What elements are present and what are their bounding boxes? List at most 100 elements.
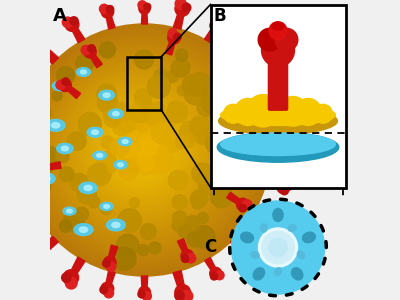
- Circle shape: [0, 187, 4, 198]
- Circle shape: [113, 247, 136, 270]
- Circle shape: [84, 46, 96, 58]
- Circle shape: [210, 19, 223, 32]
- Circle shape: [156, 154, 166, 164]
- Circle shape: [175, 0, 186, 9]
- Circle shape: [77, 185, 96, 204]
- Circle shape: [30, 176, 51, 197]
- Circle shape: [212, 66, 231, 85]
- Circle shape: [62, 17, 73, 27]
- Circle shape: [142, 292, 151, 300]
- Circle shape: [247, 94, 279, 127]
- Circle shape: [42, 49, 244, 250]
- Ellipse shape: [103, 93, 110, 98]
- Ellipse shape: [221, 133, 335, 155]
- Polygon shape: [141, 276, 148, 287]
- Circle shape: [166, 102, 188, 123]
- Circle shape: [175, 2, 190, 16]
- Circle shape: [102, 260, 110, 267]
- Circle shape: [90, 98, 191, 198]
- Circle shape: [232, 169, 242, 178]
- Circle shape: [62, 273, 71, 282]
- Circle shape: [65, 277, 77, 289]
- Circle shape: [146, 142, 159, 155]
- Circle shape: [139, 3, 150, 14]
- Circle shape: [89, 164, 111, 186]
- Circle shape: [112, 119, 168, 176]
- Circle shape: [35, 153, 56, 173]
- Ellipse shape: [92, 130, 98, 134]
- Polygon shape: [42, 48, 58, 64]
- Circle shape: [283, 103, 294, 114]
- Circle shape: [96, 103, 185, 192]
- Circle shape: [97, 84, 116, 103]
- Circle shape: [141, 164, 152, 175]
- Circle shape: [199, 177, 215, 194]
- Ellipse shape: [76, 68, 90, 76]
- Ellipse shape: [42, 176, 50, 181]
- Polygon shape: [142, 14, 148, 24]
- Ellipse shape: [32, 114, 46, 123]
- Circle shape: [258, 228, 298, 267]
- Circle shape: [119, 153, 131, 165]
- Circle shape: [118, 160, 139, 180]
- Circle shape: [262, 34, 294, 67]
- Circle shape: [139, 102, 161, 124]
- Ellipse shape: [302, 232, 315, 243]
- Circle shape: [115, 103, 127, 115]
- Ellipse shape: [292, 268, 303, 280]
- Circle shape: [288, 149, 296, 158]
- Circle shape: [153, 111, 175, 133]
- Polygon shape: [4, 146, 18, 154]
- Circle shape: [172, 220, 183, 231]
- Circle shape: [127, 150, 142, 164]
- Circle shape: [267, 223, 276, 232]
- Ellipse shape: [99, 90, 114, 100]
- Polygon shape: [205, 257, 215, 270]
- Circle shape: [177, 86, 187, 95]
- Circle shape: [192, 198, 203, 209]
- Circle shape: [242, 247, 258, 264]
- Ellipse shape: [219, 107, 337, 134]
- Polygon shape: [232, 52, 242, 63]
- Circle shape: [72, 79, 211, 218]
- Circle shape: [294, 98, 322, 125]
- Circle shape: [62, 78, 69, 85]
- Ellipse shape: [36, 116, 42, 120]
- Circle shape: [0, 103, 10, 120]
- Ellipse shape: [79, 227, 88, 232]
- Ellipse shape: [260, 224, 267, 232]
- Circle shape: [84, 91, 198, 205]
- Polygon shape: [109, 245, 118, 258]
- Text: B: B: [214, 7, 226, 25]
- Circle shape: [266, 100, 290, 125]
- Circle shape: [82, 88, 201, 208]
- Circle shape: [34, 104, 50, 121]
- Ellipse shape: [241, 232, 254, 243]
- Circle shape: [76, 82, 208, 214]
- Circle shape: [110, 138, 129, 157]
- Circle shape: [108, 116, 172, 179]
- Ellipse shape: [97, 154, 103, 158]
- Circle shape: [143, 128, 166, 151]
- Ellipse shape: [112, 222, 120, 228]
- Circle shape: [224, 104, 242, 123]
- Circle shape: [275, 28, 298, 51]
- Polygon shape: [21, 209, 38, 224]
- Ellipse shape: [122, 140, 128, 143]
- Circle shape: [197, 98, 216, 116]
- Circle shape: [79, 112, 101, 134]
- Circle shape: [197, 213, 208, 224]
- Circle shape: [168, 29, 178, 38]
- Circle shape: [270, 64, 282, 76]
- Circle shape: [250, 250, 262, 263]
- Polygon shape: [251, 76, 269, 91]
- Circle shape: [75, 207, 89, 221]
- Circle shape: [188, 73, 212, 97]
- Circle shape: [64, 211, 84, 231]
- Circle shape: [168, 32, 180, 44]
- Ellipse shape: [57, 143, 73, 154]
- Circle shape: [242, 200, 252, 209]
- Circle shape: [12, 67, 21, 76]
- Circle shape: [284, 111, 292, 119]
- Ellipse shape: [79, 182, 97, 194]
